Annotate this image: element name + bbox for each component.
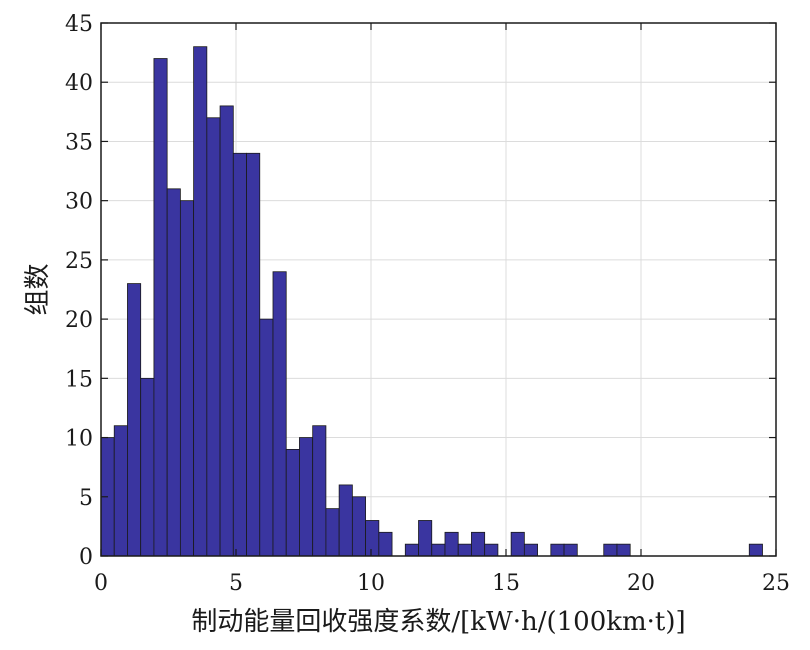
histogram-bar xyxy=(166,188,181,557)
x-tick-label: 10 xyxy=(357,571,385,596)
y-tick-label: 35 xyxy=(65,130,93,155)
histogram-bar xyxy=(179,200,195,557)
histogram-bar xyxy=(299,437,314,557)
histogram-bar xyxy=(550,543,565,557)
y-tick-labels: 0 5 10 15 20 25 30 35 40 45 xyxy=(65,12,93,570)
y-tick-label: 25 xyxy=(65,249,93,274)
histogram-bar xyxy=(616,543,631,557)
histogram-bar xyxy=(418,520,433,557)
x-axis-label: 制动能量回收强度系数/[kW·h/(100km·t)] xyxy=(191,607,685,637)
histogram-bar xyxy=(193,46,208,557)
x-tick-label: 0 xyxy=(94,571,108,596)
histogram-bar xyxy=(259,318,274,557)
bars xyxy=(100,46,763,557)
histogram-bar xyxy=(246,152,261,557)
y-tick-label: 0 xyxy=(79,545,93,570)
histogram-bar xyxy=(471,531,486,557)
histogram-bar xyxy=(272,271,287,557)
x-tick-label: 25 xyxy=(762,571,790,596)
histogram-bar xyxy=(232,152,247,557)
histogram-bar xyxy=(140,377,155,557)
histogram-bar xyxy=(748,543,763,557)
y-tick-label: 45 xyxy=(65,12,93,37)
histogram-bar xyxy=(603,543,618,557)
histogram-bar xyxy=(153,58,168,557)
histogram-bar xyxy=(378,531,393,557)
axis-ticks xyxy=(100,22,777,557)
histogram-bar xyxy=(219,105,234,557)
x-tick-labels: 0 5 10 15 20 25 xyxy=(94,571,790,596)
histogram-bar xyxy=(312,425,327,557)
histogram-bar xyxy=(365,520,380,557)
histogram-bar xyxy=(563,543,578,557)
histogram-bar xyxy=(127,283,142,557)
y-tick-label: 40 xyxy=(65,71,93,96)
y-tick-label: 20 xyxy=(65,308,93,333)
histogram-bar xyxy=(338,484,353,557)
histogram-bar xyxy=(351,496,366,557)
y-tick-label: 5 xyxy=(79,486,93,511)
histogram-bar xyxy=(404,543,419,557)
histogram-bar xyxy=(285,448,300,557)
y-tick-label: 15 xyxy=(65,367,93,392)
histogram-bar xyxy=(325,508,340,557)
histogram-bar xyxy=(206,117,221,557)
x-tick-label: 5 xyxy=(229,571,243,596)
histogram-bar xyxy=(510,531,525,557)
histogram-bar xyxy=(523,543,538,557)
x-tick-label: 15 xyxy=(492,571,520,596)
histogram-bar xyxy=(431,543,446,557)
histogram-bar xyxy=(444,531,459,557)
x-tick-label: 20 xyxy=(627,571,655,596)
histogram-bar xyxy=(457,543,472,557)
y-tick-label: 30 xyxy=(65,190,93,215)
y-axis-label: 组数 xyxy=(23,263,53,315)
histogram-bar xyxy=(113,425,128,557)
histogram-bar xyxy=(484,543,499,557)
y-tick-label: 10 xyxy=(65,427,93,452)
plot-frame xyxy=(100,22,777,557)
